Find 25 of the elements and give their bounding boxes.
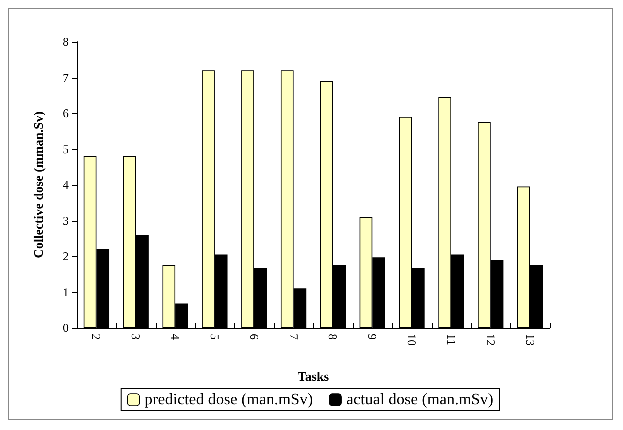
x-tick-label: 11 xyxy=(444,334,458,346)
legend-label: predicted dose (man.mSv) xyxy=(144,392,314,408)
x-tick-label: 9 xyxy=(366,334,380,340)
y-tick-label: 3 xyxy=(63,214,69,228)
x-tick-label: 7 xyxy=(286,334,301,340)
x-axis-title: Tasks xyxy=(298,369,330,384)
y-tick-label: 0 xyxy=(63,321,69,335)
y-axis-title: Collective dose (mman.Sv) xyxy=(31,112,46,258)
x-tick-label: 2 xyxy=(90,334,104,340)
x-tick-label: 12 xyxy=(484,334,498,346)
x-tick-label: 8 xyxy=(326,334,340,340)
x-tick-label: 13 xyxy=(523,334,538,346)
legend-label: actual dose (man.mSv) xyxy=(346,392,494,408)
y-tick-label: 7 xyxy=(63,70,69,85)
x-tick-label: 10 xyxy=(405,334,420,346)
y-tick-label: 1 xyxy=(63,285,69,300)
y-tick-label: 4 xyxy=(63,178,69,192)
x-tick-label: 3 xyxy=(129,334,144,340)
x-tick-label: 5 xyxy=(208,334,222,340)
x-tick-label: 4 xyxy=(168,334,183,340)
x-tick-label: 6 xyxy=(247,334,262,340)
y-tick-label: 5 xyxy=(63,142,69,156)
y-tick-label: 8 xyxy=(63,35,69,49)
y-tick-label: 6 xyxy=(63,106,69,120)
y-tick-label: 2 xyxy=(63,250,69,264)
